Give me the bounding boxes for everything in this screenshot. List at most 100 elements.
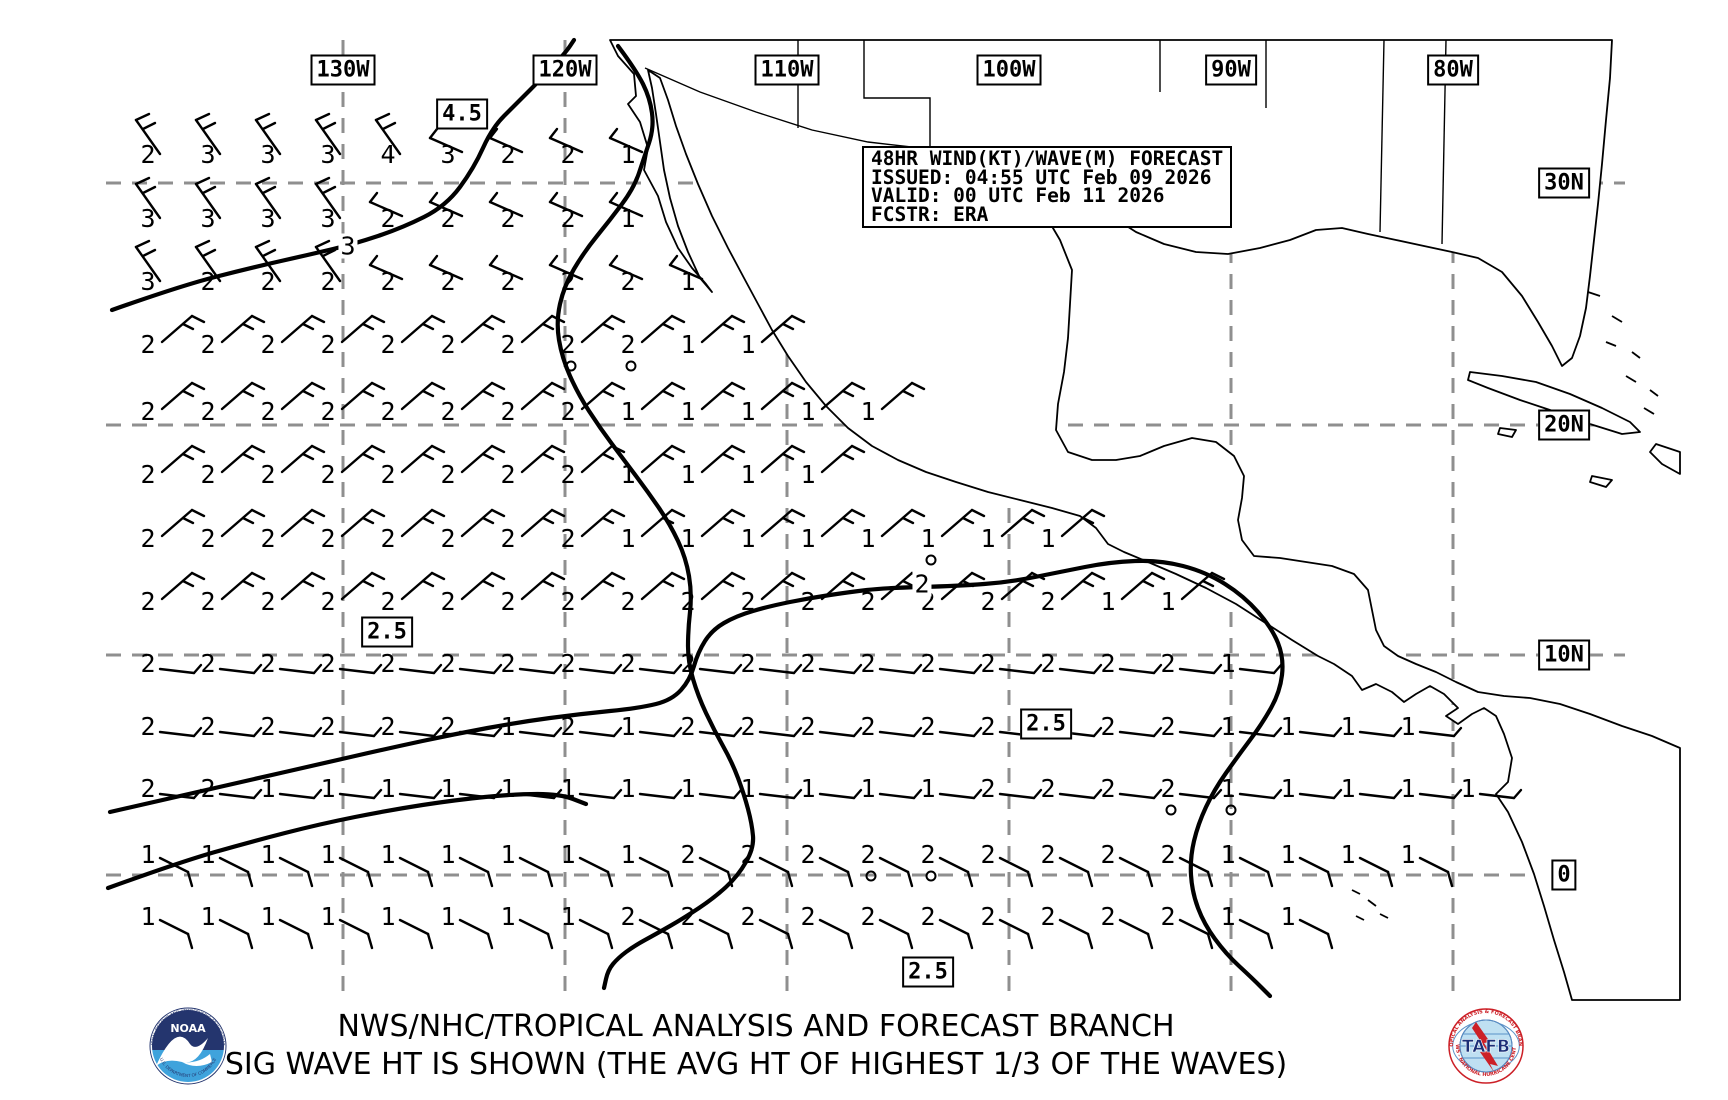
wind-barb-cell: 2: [368, 191, 404, 233]
wind-barb-cell: 2: [140, 508, 206, 553]
lon-label-90w: 90W: [1205, 54, 1257, 86]
wave-height-value: 2: [320, 397, 335, 426]
wind-barb-cell: 1: [920, 774, 983, 803]
wind-barb-icon: [1000, 571, 1046, 601]
wind-barb-cell: 2: [560, 314, 626, 372]
wind-barb-icon: [578, 726, 623, 738]
wave-height-value: 3: [260, 204, 275, 233]
wave-height-value: 1: [1340, 712, 1355, 741]
wave-height-value: 1: [860, 774, 875, 803]
wind-barb-cell: 1: [620, 774, 683, 803]
wave-height-value: 2: [1160, 774, 1175, 803]
wave-height-value: 2: [500, 524, 515, 553]
wave-height-value: 1: [860, 524, 875, 553]
wave-height-value: 2: [140, 460, 155, 489]
wind-barb-icon: [520, 508, 566, 538]
wave-height-value: 2: [320, 330, 335, 359]
wind-barb-icon: [1178, 663, 1223, 675]
wave-height-value: 1: [920, 774, 935, 803]
wind-barb-cell: 2: [980, 649, 1043, 678]
info-fcstr: FCSTR: ERA: [871, 202, 989, 226]
wind-barb-cell: 1: [320, 902, 374, 950]
wave-height-value: 2: [560, 587, 575, 616]
wind-barb-icon: [458, 788, 503, 800]
wind-barb-cell: 3: [314, 112, 342, 169]
wave-height-value: 1: [1220, 712, 1235, 741]
wave-height-value: 1: [1220, 649, 1235, 678]
wind-barb-icon: [580, 444, 626, 474]
wind-barb-icon: [1118, 663, 1163, 675]
wind-barb-icon: [700, 444, 746, 474]
wave-height-value: 2: [140, 774, 155, 803]
wave-height-value: 3: [320, 204, 335, 233]
wave-height-value: 1: [620, 397, 635, 426]
wind-barb-cell: 2: [560, 444, 626, 489]
wind-barb-cell: 1: [1040, 508, 1106, 553]
wind-barb-icon: [160, 508, 206, 538]
wave-height-value: 1: [1460, 774, 1475, 803]
wind-barb-cell: 2: [200, 649, 263, 678]
lon-label-130w: 130W: [310, 54, 376, 86]
wind-barb-icon: [220, 381, 266, 411]
wave-height-value: 2: [860, 587, 875, 616]
wave-height-value: 2: [1100, 649, 1115, 678]
wind-barb-icon: [640, 314, 686, 344]
wave-height-value: 1: [200, 902, 215, 931]
wind-barb-cell: 2: [680, 712, 743, 741]
wind-barb-cell: 2: [488, 254, 524, 296]
wind-barb-cell: 2: [488, 127, 524, 169]
wind-barb-cell: 2: [200, 508, 266, 553]
wind-barb-icon: [1058, 918, 1094, 950]
wind-barb-icon: [998, 918, 1034, 950]
wave-height-value: 4: [380, 140, 395, 169]
wind-barb-cell: 2: [260, 314, 326, 359]
wind-barb-cell: 1: [1400, 840, 1454, 888]
wind-barb-cell: 2: [620, 571, 686, 616]
wave-height-value: 1: [1220, 902, 1235, 931]
wind-barb-cell: 1: [380, 774, 443, 803]
wind-barb-cell: 1: [1100, 571, 1166, 616]
wave-height-value: 2: [1040, 587, 1055, 616]
wind-barb-icon: [758, 918, 794, 950]
wind-barb-icon: [1418, 856, 1454, 888]
wind-barb-icon: [398, 788, 443, 800]
wind-barb-icon: [218, 788, 263, 800]
wind-barb-icon: [1358, 726, 1403, 738]
wave-height-value: 2: [680, 587, 695, 616]
wind-barb-icon: [1298, 856, 1334, 888]
wave-height-value: 1: [500, 902, 515, 931]
wave-height-value: 1: [1280, 774, 1295, 803]
wind-barb-icon: [460, 444, 506, 474]
wind-barb-cell: 2: [740, 571, 806, 616]
wind-barb-cell: 2: [860, 649, 923, 678]
islet: [1355, 915, 1365, 921]
wind-barb-icon: [1358, 856, 1394, 888]
wind-barb-cell: 2: [560, 712, 623, 741]
wind-barb-icon: [878, 856, 914, 888]
wind-barb-icon: [458, 918, 494, 950]
wind-barb-icon: [338, 918, 374, 950]
wave-height-value: 2: [560, 330, 575, 359]
wind-barb-icon: [1238, 918, 1274, 950]
wind-barb-icon: [668, 254, 704, 281]
wind-barb-icon: [158, 663, 203, 675]
wind-barb-cell: 1: [740, 508, 806, 553]
wind-barb-icon: [820, 571, 866, 601]
wind-barb-icon: [278, 663, 323, 675]
wave-height-value: 1: [320, 774, 335, 803]
wave-height-value: 2: [260, 460, 275, 489]
wind-barb-cell: 3: [194, 176, 222, 233]
wind-barb-cell: 1: [800, 774, 863, 803]
wind-barb-icon: [1178, 726, 1223, 738]
wind-barb-icon: [134, 239, 162, 283]
wind-barb-cell: 3: [134, 239, 162, 296]
wind-barb-cell: 1: [608, 191, 644, 233]
wind-barb-icon: [398, 918, 434, 950]
wave-height-value: 2: [680, 649, 695, 678]
wind-barb-icon: [158, 856, 194, 888]
wind-barb-icon: [338, 663, 383, 675]
wind-barb-cell: 2: [548, 191, 584, 233]
wind-barb-icon: [758, 788, 803, 800]
wind-barb-cell: 2: [920, 840, 974, 888]
wave-height-value: 2: [380, 397, 395, 426]
